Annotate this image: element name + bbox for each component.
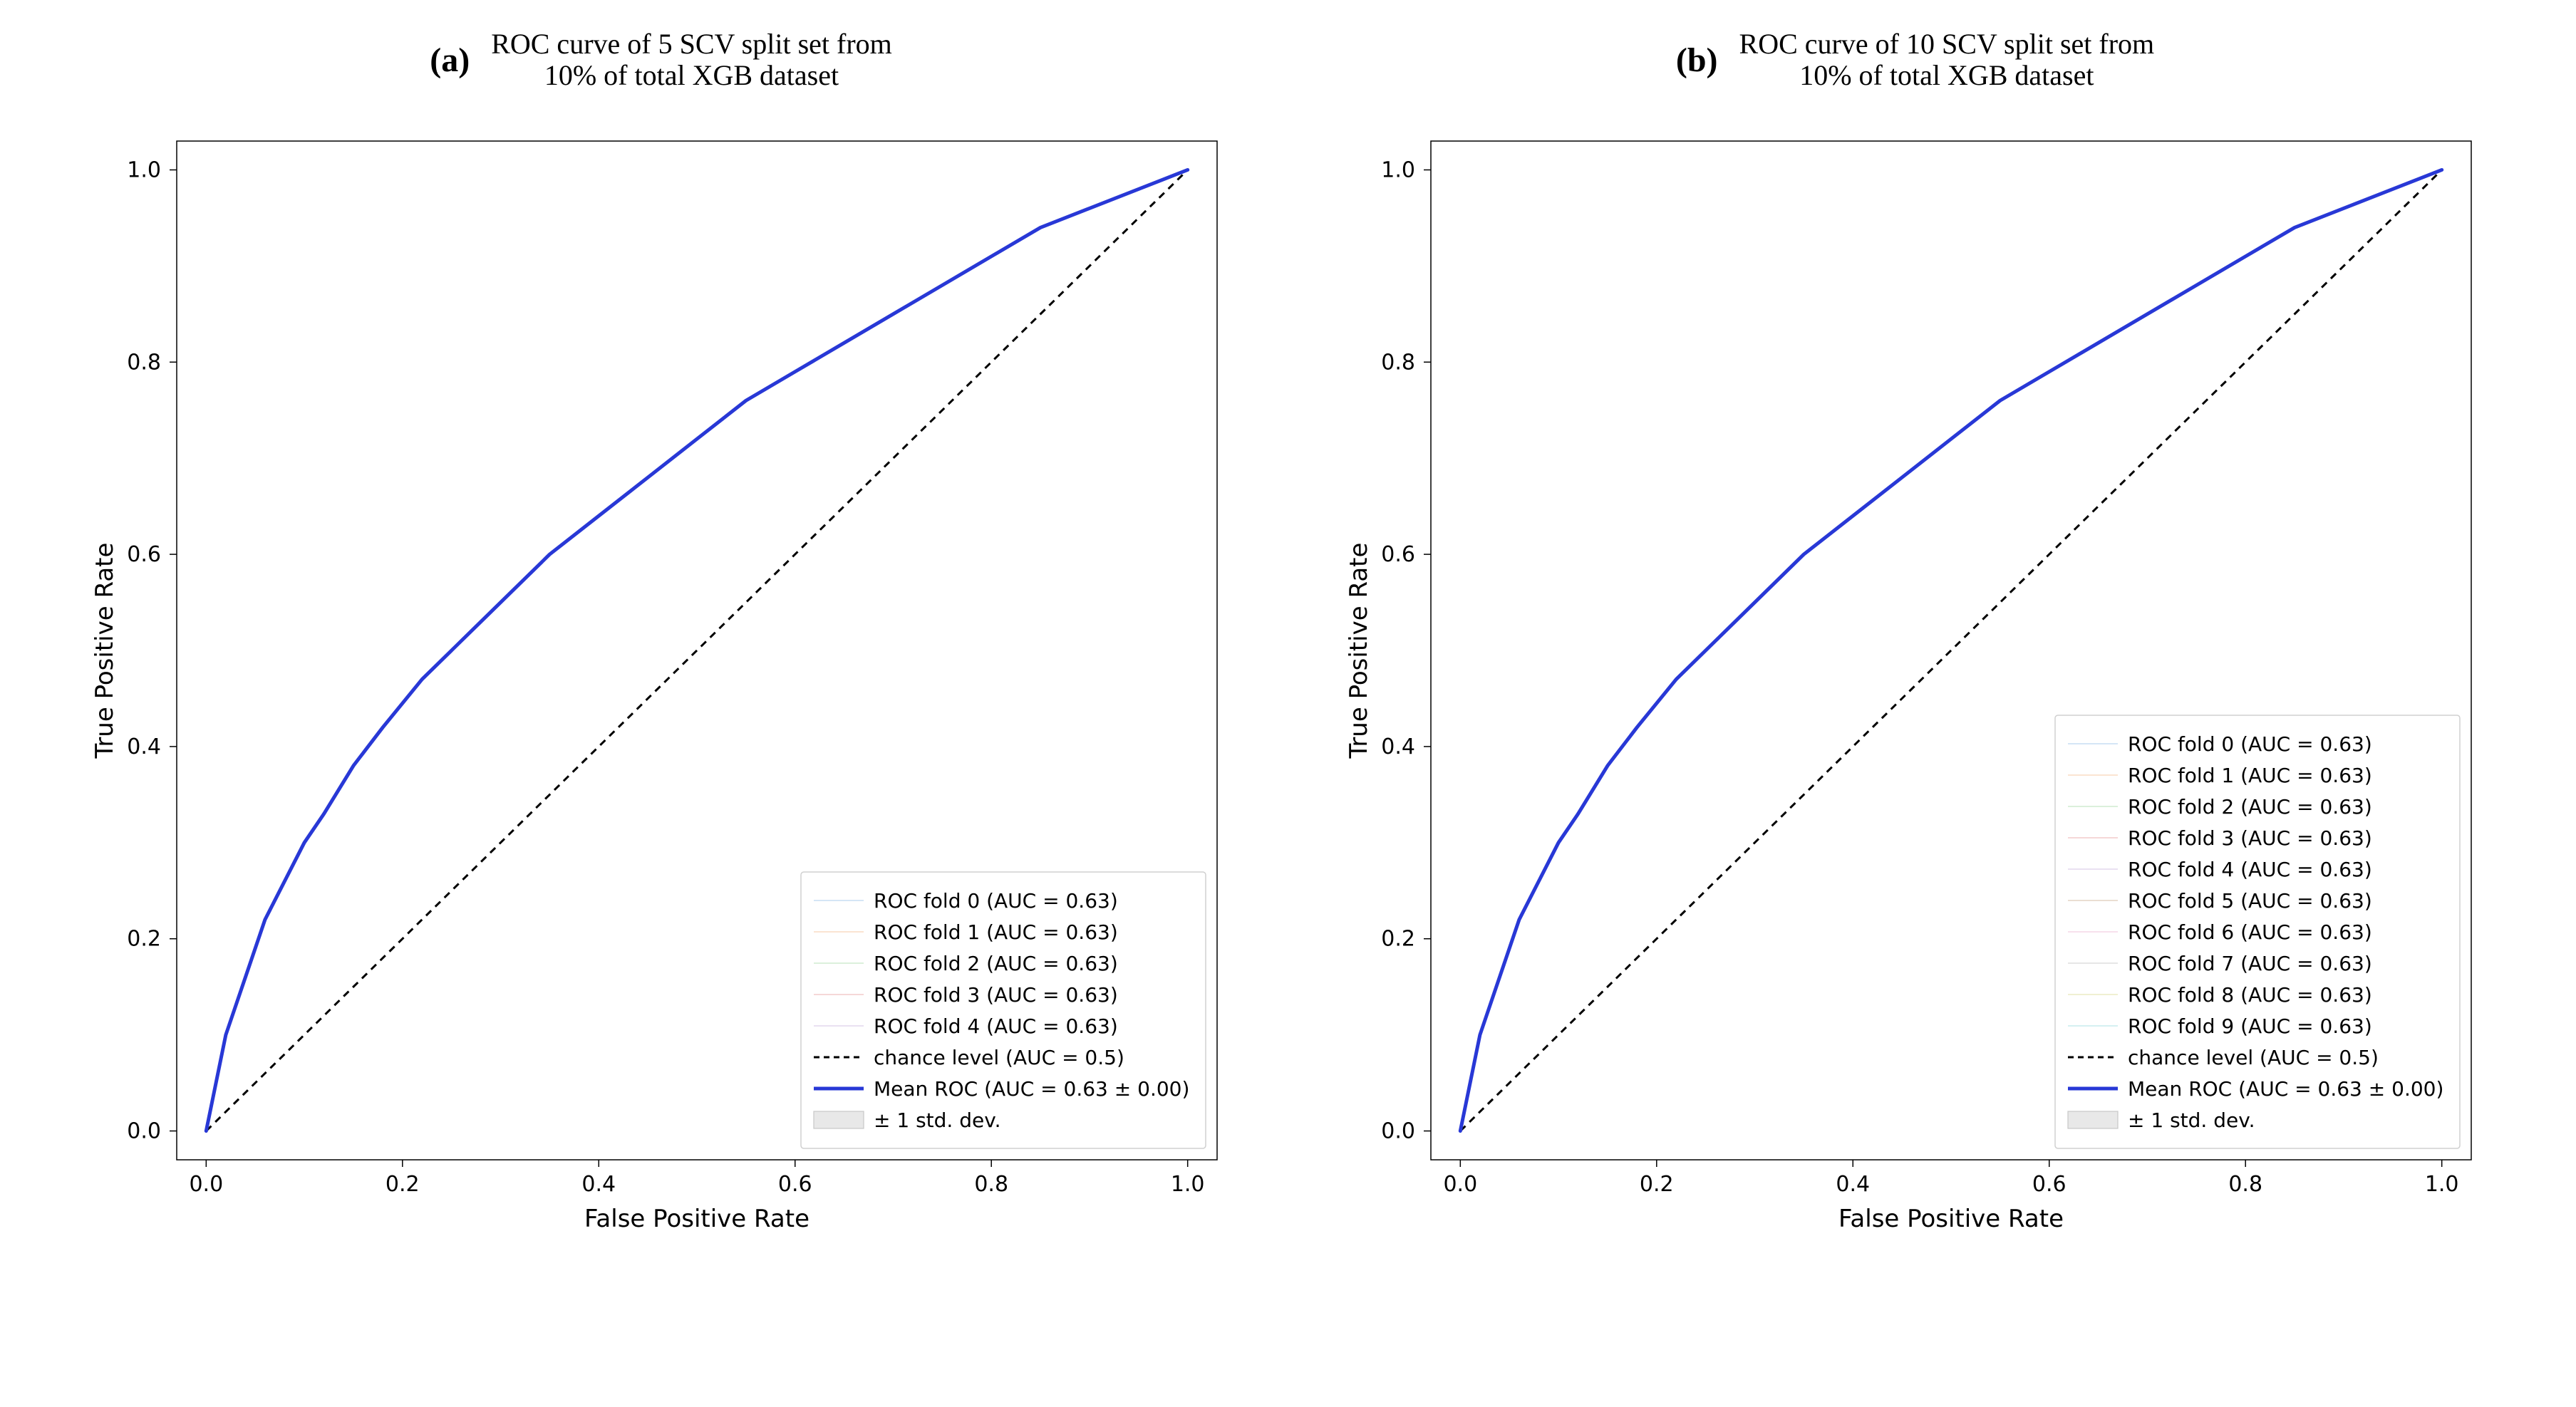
svg-text:0.4: 0.4: [1836, 1172, 1870, 1197]
svg-text:chance level (AUC = 0.5): chance level (AUC = 0.5): [874, 1046, 1124, 1069]
svg-text:0.8: 0.8: [974, 1172, 1008, 1197]
panel-a-title: ROC curve of 5 SCV split set from 10% of…: [491, 28, 892, 91]
panel-b-plot: 0.0 0.2 0.4 0.6 0.8 1.0 0.0 0.2 0.4 0.6 0.8 1.0 Fals…: [1303, 98, 2528, 1274]
svg-text:chance level (AUC = 0.5): chance level (AUC = 0.5): [2128, 1046, 2379, 1069]
svg-text:0.8: 0.8: [1381, 350, 1415, 375]
svg-text:1.0: 1.0: [1170, 1172, 1204, 1197]
svg-text:± 1 std. dev.: ± 1 std. dev.: [874, 1109, 1001, 1132]
panel-a-tag: (a): [430, 41, 470, 80]
panel-b-tag: (b): [1676, 41, 1718, 80]
svg-text:True Positive Rate: True Positive Rate: [1345, 543, 1373, 759]
svg-text:0.2: 0.2: [1639, 1172, 1673, 1197]
svg-text:0.2: 0.2: [127, 927, 161, 952]
svg-text:0.0: 0.0: [189, 1172, 223, 1197]
svg-text:0.2: 0.2: [1381, 927, 1415, 952]
panel-a-header: (a) ROC curve of 5 SCV split set from 10…: [430, 28, 892, 91]
svg-text:1.0: 1.0: [1381, 157, 1415, 182]
svg-text:ROC fold 2 (AUC = 0.63): ROC fold 2 (AUC = 0.63): [874, 952, 1118, 975]
legend-b: ROC fold 0 (AUC = 0.63) ROC fold 1 (AUC =…: [2055, 715, 2460, 1148]
svg-text:0.4: 0.4: [1381, 734, 1415, 759]
svg-text:Mean ROC (AUC = 0.63 ± 0.00): Mean ROC (AUC = 0.63 ± 0.00): [874, 1077, 1189, 1101]
roc-chart-a: 0.0 0.2 0.4 0.6 0.8 1.0 0.0 0.2 0.4 0.6 0.8 1.0 Fals…: [48, 98, 1274, 1274]
svg-text:0.4: 0.4: [127, 734, 161, 759]
svg-text:1.0: 1.0: [2424, 1172, 2458, 1197]
svg-text:False Positive Rate: False Positive Rate: [584, 1205, 809, 1233]
roc-chart-b: 0.0 0.2 0.4 0.6 0.8 1.0 0.0 0.2 0.4 0.6 0.8 1.0 Fals…: [1303, 98, 2528, 1274]
panel-b: (b) ROC curve of 10 SCV split set from 1…: [1303, 28, 2528, 1274]
panel-b-title: ROC curve of 10 SCV split set from 10% o…: [1739, 28, 2155, 91]
panel-b-header: (b) ROC curve of 10 SCV split set from 1…: [1676, 28, 2154, 91]
svg-text:Mean ROC (AUC = 0.63 ± 0.00): Mean ROC (AUC = 0.63 ± 0.00): [2128, 1077, 2443, 1101]
svg-text:0.6: 0.6: [1381, 542, 1415, 567]
svg-text:0.6: 0.6: [127, 542, 161, 567]
svg-text:0.6: 0.6: [777, 1172, 812, 1197]
svg-text:ROC fold 5 (AUC = 0.63): ROC fold 5 (AUC = 0.63): [2128, 889, 2372, 913]
svg-text:ROC fold 0 (AUC = 0.63): ROC fold 0 (AUC = 0.63): [2128, 732, 2372, 756]
svg-text:0.0: 0.0: [1443, 1172, 1477, 1197]
svg-text:0.0: 0.0: [1381, 1119, 1415, 1144]
svg-text:0.0: 0.0: [127, 1119, 161, 1144]
svg-text:True Positive Rate: True Positive Rate: [90, 543, 119, 759]
svg-text:0.8: 0.8: [2228, 1172, 2262, 1197]
svg-text:0.8: 0.8: [127, 350, 161, 375]
svg-text:ROC fold 9 (AUC = 0.63): ROC fold 9 (AUC = 0.63): [2128, 1014, 2372, 1038]
panel-a-plot: 0.0 0.2 0.4 0.6 0.8 1.0 0.0 0.2 0.4 0.6 0.8 1.0 Fals…: [48, 98, 1274, 1274]
svg-text:ROC fold 4 (AUC = 0.63): ROC fold 4 (AUC = 0.63): [2128, 858, 2372, 881]
svg-text:ROC fold 8 (AUC = 0.63): ROC fold 8 (AUC = 0.63): [2128, 983, 2372, 1007]
figure-container: (a) ROC curve of 5 SCV split set from 10…: [0, 0, 2576, 1302]
svg-text:ROC fold 1 (AUC = 0.63): ROC fold 1 (AUC = 0.63): [874, 920, 1118, 944]
legend-a: ROC fold 0 (AUC = 0.63) ROC fold 1 (AUC =…: [801, 872, 1206, 1148]
svg-text:± 1 std. dev.: ± 1 std. dev.: [2128, 1109, 2255, 1132]
panel-a: (a) ROC curve of 5 SCV split set from 10…: [48, 28, 1274, 1274]
svg-text:1.0: 1.0: [127, 157, 161, 182]
svg-text:ROC fold 2 (AUC = 0.63): ROC fold 2 (AUC = 0.63): [2128, 795, 2372, 819]
svg-text:ROC fold 0 (AUC = 0.63): ROC fold 0 (AUC = 0.63): [874, 889, 1118, 913]
svg-text:ROC fold 7 (AUC = 0.63): ROC fold 7 (AUC = 0.63): [2128, 952, 2372, 975]
svg-text:ROC fold 3 (AUC = 0.63): ROC fold 3 (AUC = 0.63): [874, 983, 1118, 1007]
svg-text:0.6: 0.6: [2032, 1172, 2066, 1197]
svg-text:0.2: 0.2: [385, 1172, 419, 1197]
svg-text:ROC fold 6 (AUC = 0.63): ROC fold 6 (AUC = 0.63): [2128, 920, 2372, 944]
svg-text:ROC fold 3 (AUC = 0.63): ROC fold 3 (AUC = 0.63): [2128, 826, 2372, 850]
svg-text:ROC fold 1 (AUC = 0.63): ROC fold 1 (AUC = 0.63): [2128, 764, 2372, 787]
svg-text:False Positive Rate: False Positive Rate: [1838, 1205, 2064, 1233]
svg-text:0.4: 0.4: [581, 1172, 616, 1197]
svg-text:ROC fold 4 (AUC = 0.63): ROC fold 4 (AUC = 0.63): [874, 1014, 1118, 1038]
